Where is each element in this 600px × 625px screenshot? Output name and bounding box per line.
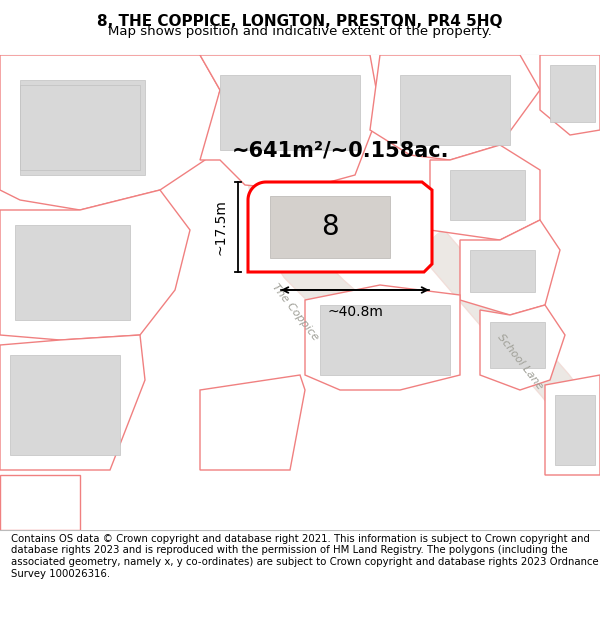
Polygon shape: [370, 55, 540, 160]
Polygon shape: [555, 395, 595, 465]
Polygon shape: [550, 65, 595, 122]
Polygon shape: [540, 55, 600, 135]
Polygon shape: [480, 305, 565, 390]
Polygon shape: [305, 285, 460, 390]
Polygon shape: [200, 375, 305, 470]
Text: 8, THE COPPICE, LONGTON, PRESTON, PR4 5HQ: 8, THE COPPICE, LONGTON, PRESTON, PR4 5H…: [97, 14, 503, 29]
Text: ~17.5m: ~17.5m: [214, 199, 228, 255]
Polygon shape: [0, 475, 80, 530]
Text: Contains OS data © Crown copyright and database right 2021. This information is : Contains OS data © Crown copyright and d…: [11, 534, 598, 579]
Text: 8: 8: [321, 213, 339, 241]
Text: ~641m²/~0.158ac.: ~641m²/~0.158ac.: [231, 140, 449, 160]
Polygon shape: [460, 220, 560, 315]
Polygon shape: [15, 225, 130, 320]
Polygon shape: [0, 335, 145, 470]
Polygon shape: [20, 85, 140, 170]
Text: ~40.8m: ~40.8m: [327, 305, 383, 319]
Polygon shape: [0, 190, 190, 340]
Polygon shape: [0, 55, 220, 210]
Polygon shape: [450, 170, 525, 220]
Polygon shape: [400, 75, 510, 145]
Polygon shape: [430, 145, 540, 240]
Text: School Lane: School Lane: [496, 332, 545, 392]
Text: Map shows position and indicative extent of the property.: Map shows position and indicative extent…: [108, 26, 492, 39]
Polygon shape: [248, 182, 432, 272]
Bar: [270, 196, 390, 258]
Polygon shape: [220, 75, 360, 150]
Polygon shape: [470, 250, 535, 292]
Polygon shape: [545, 375, 600, 475]
Polygon shape: [490, 322, 545, 368]
Polygon shape: [20, 80, 145, 175]
Polygon shape: [200, 55, 380, 190]
Polygon shape: [10, 355, 120, 455]
Polygon shape: [320, 305, 450, 375]
Text: The Coppice: The Coppice: [270, 282, 320, 342]
